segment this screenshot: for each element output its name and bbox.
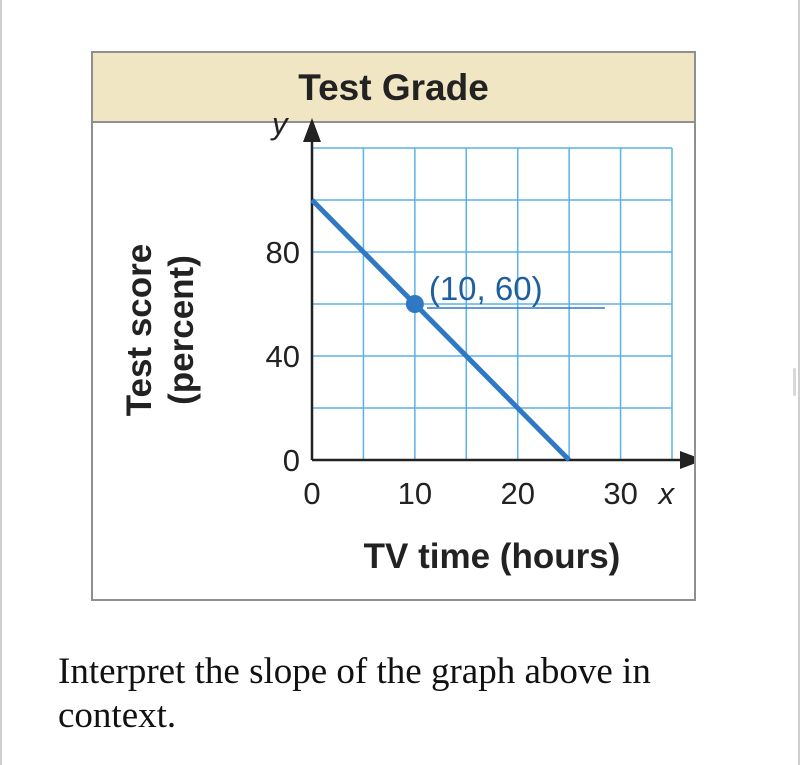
left-border [0,0,2,765]
question-text: Interpret the slope of the graph above i… [58,651,651,736]
y-axis-arrow [303,118,321,142]
x-variable-label: x [657,476,676,511]
y-axis-title-line1: Test score [120,244,159,417]
y-tick-label: 80 [266,235,300,270]
right-border [798,0,800,765]
y-tick-label: 0 [283,443,300,478]
x-axis-title: TV time (hours) [364,537,621,576]
series-line [310,198,571,462]
chart-header: Test Grade [93,53,694,123]
chart-figure: Test Grade 0 10 20 30 0 40 80 x y TV time (hours)… [91,51,696,601]
x-tick-label: 0 [303,476,320,511]
scrollbar-thumb[interactable] [793,368,796,396]
x-tick-label: 10 [398,476,432,511]
x-tick-label: 30 [603,476,637,511]
x-tick-label: 20 [500,476,534,511]
highlight-point [405,295,424,313]
x-axis-arrow [680,451,694,469]
chart-title: Test Grade [298,67,489,108]
y-tick-label: 40 [266,339,300,374]
highlight-point-label: (10, 60) [429,270,543,307]
y-axis-title-line2: (percent) [162,255,201,405]
y-variable-label: y [270,106,290,141]
